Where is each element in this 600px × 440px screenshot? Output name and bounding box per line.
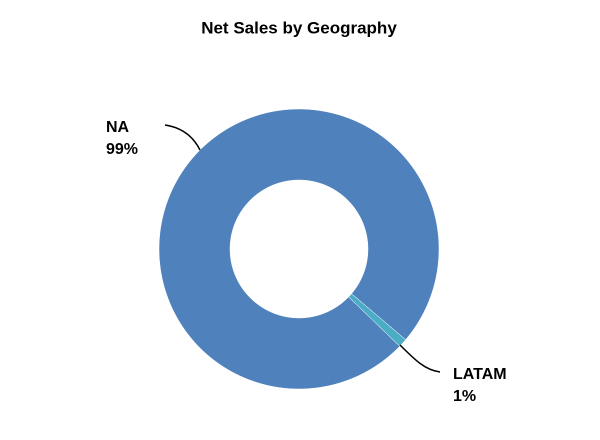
category-label: LATAM (453, 366, 507, 383)
value-label: 99% (106, 141, 138, 158)
leader-line (399, 344, 441, 373)
donut-slice (348, 293, 406, 347)
category-label: NA (106, 119, 130, 136)
chart-title: Net Sales by Geography (201, 18, 397, 37)
value-label: 1% (453, 388, 476, 405)
leader-line (164, 124, 201, 151)
donut-slice (158, 108, 440, 390)
